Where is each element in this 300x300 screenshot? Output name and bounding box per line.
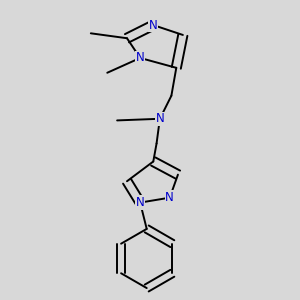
Text: N: N: [149, 19, 158, 32]
Text: N: N: [165, 191, 174, 204]
Text: N: N: [136, 52, 145, 64]
Text: N: N: [136, 196, 145, 209]
Text: N: N: [155, 112, 164, 125]
